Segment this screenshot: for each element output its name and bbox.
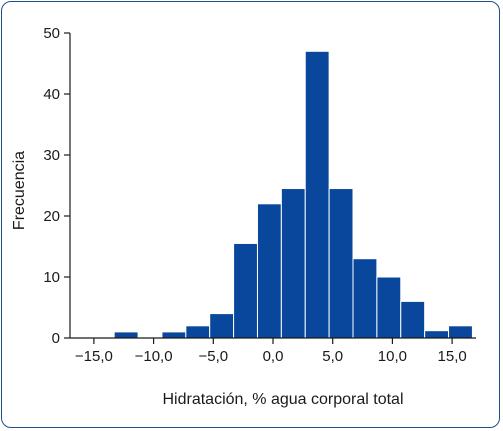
x-tick-label-3: 0,0 <box>263 348 284 365</box>
histogram-bar-12 <box>424 330 450 339</box>
histogram-bar-11 <box>400 300 426 339</box>
y-ticks-group: 0 10 20 30 40 50 <box>43 25 70 347</box>
x-tick-label-2: −5,0 <box>198 348 228 365</box>
y-tick-label-1: 10 <box>43 269 60 286</box>
x-tick-label-1: −10,0 <box>135 348 173 365</box>
y-tick-label-4: 40 <box>43 86 60 103</box>
histogram-bar-8 <box>328 188 354 339</box>
histogram-bar-6 <box>280 188 306 339</box>
histogram-bar-13 <box>448 325 473 339</box>
y-tick-label-0: 0 <box>52 330 60 347</box>
histogram-bar-0 <box>113 331 139 339</box>
bars-group <box>113 50 473 339</box>
histogram-bar-5 <box>256 203 282 339</box>
y-tick-label-2: 20 <box>43 208 60 225</box>
histogram-bar-2 <box>185 325 211 339</box>
histogram-bar-9 <box>352 258 378 339</box>
x-tick-label-5: 10,0 <box>378 348 407 365</box>
y-axis-title: Frecuencia <box>11 151 28 230</box>
x-tick-label-0: −15,0 <box>75 348 113 365</box>
x-tick-label-6: 15,0 <box>438 348 467 365</box>
histogram-bar-4 <box>233 242 258 339</box>
histogram-bar-1 <box>161 331 187 339</box>
y-tick-label-3: 30 <box>43 147 60 164</box>
histogram-bar-3 <box>209 313 235 339</box>
x-tick-label-4: 5,0 <box>322 348 343 365</box>
x-axis-title: Hidratación, % agua corporal total <box>162 391 403 408</box>
y-tick-label-5: 50 <box>43 25 60 42</box>
histogram-bar-7 <box>304 50 330 339</box>
histogram-bar-10 <box>376 276 402 339</box>
x-ticks-group: −15,0 −10,0 −5,0 0,0 5,0 10,0 15,0 <box>75 338 467 365</box>
